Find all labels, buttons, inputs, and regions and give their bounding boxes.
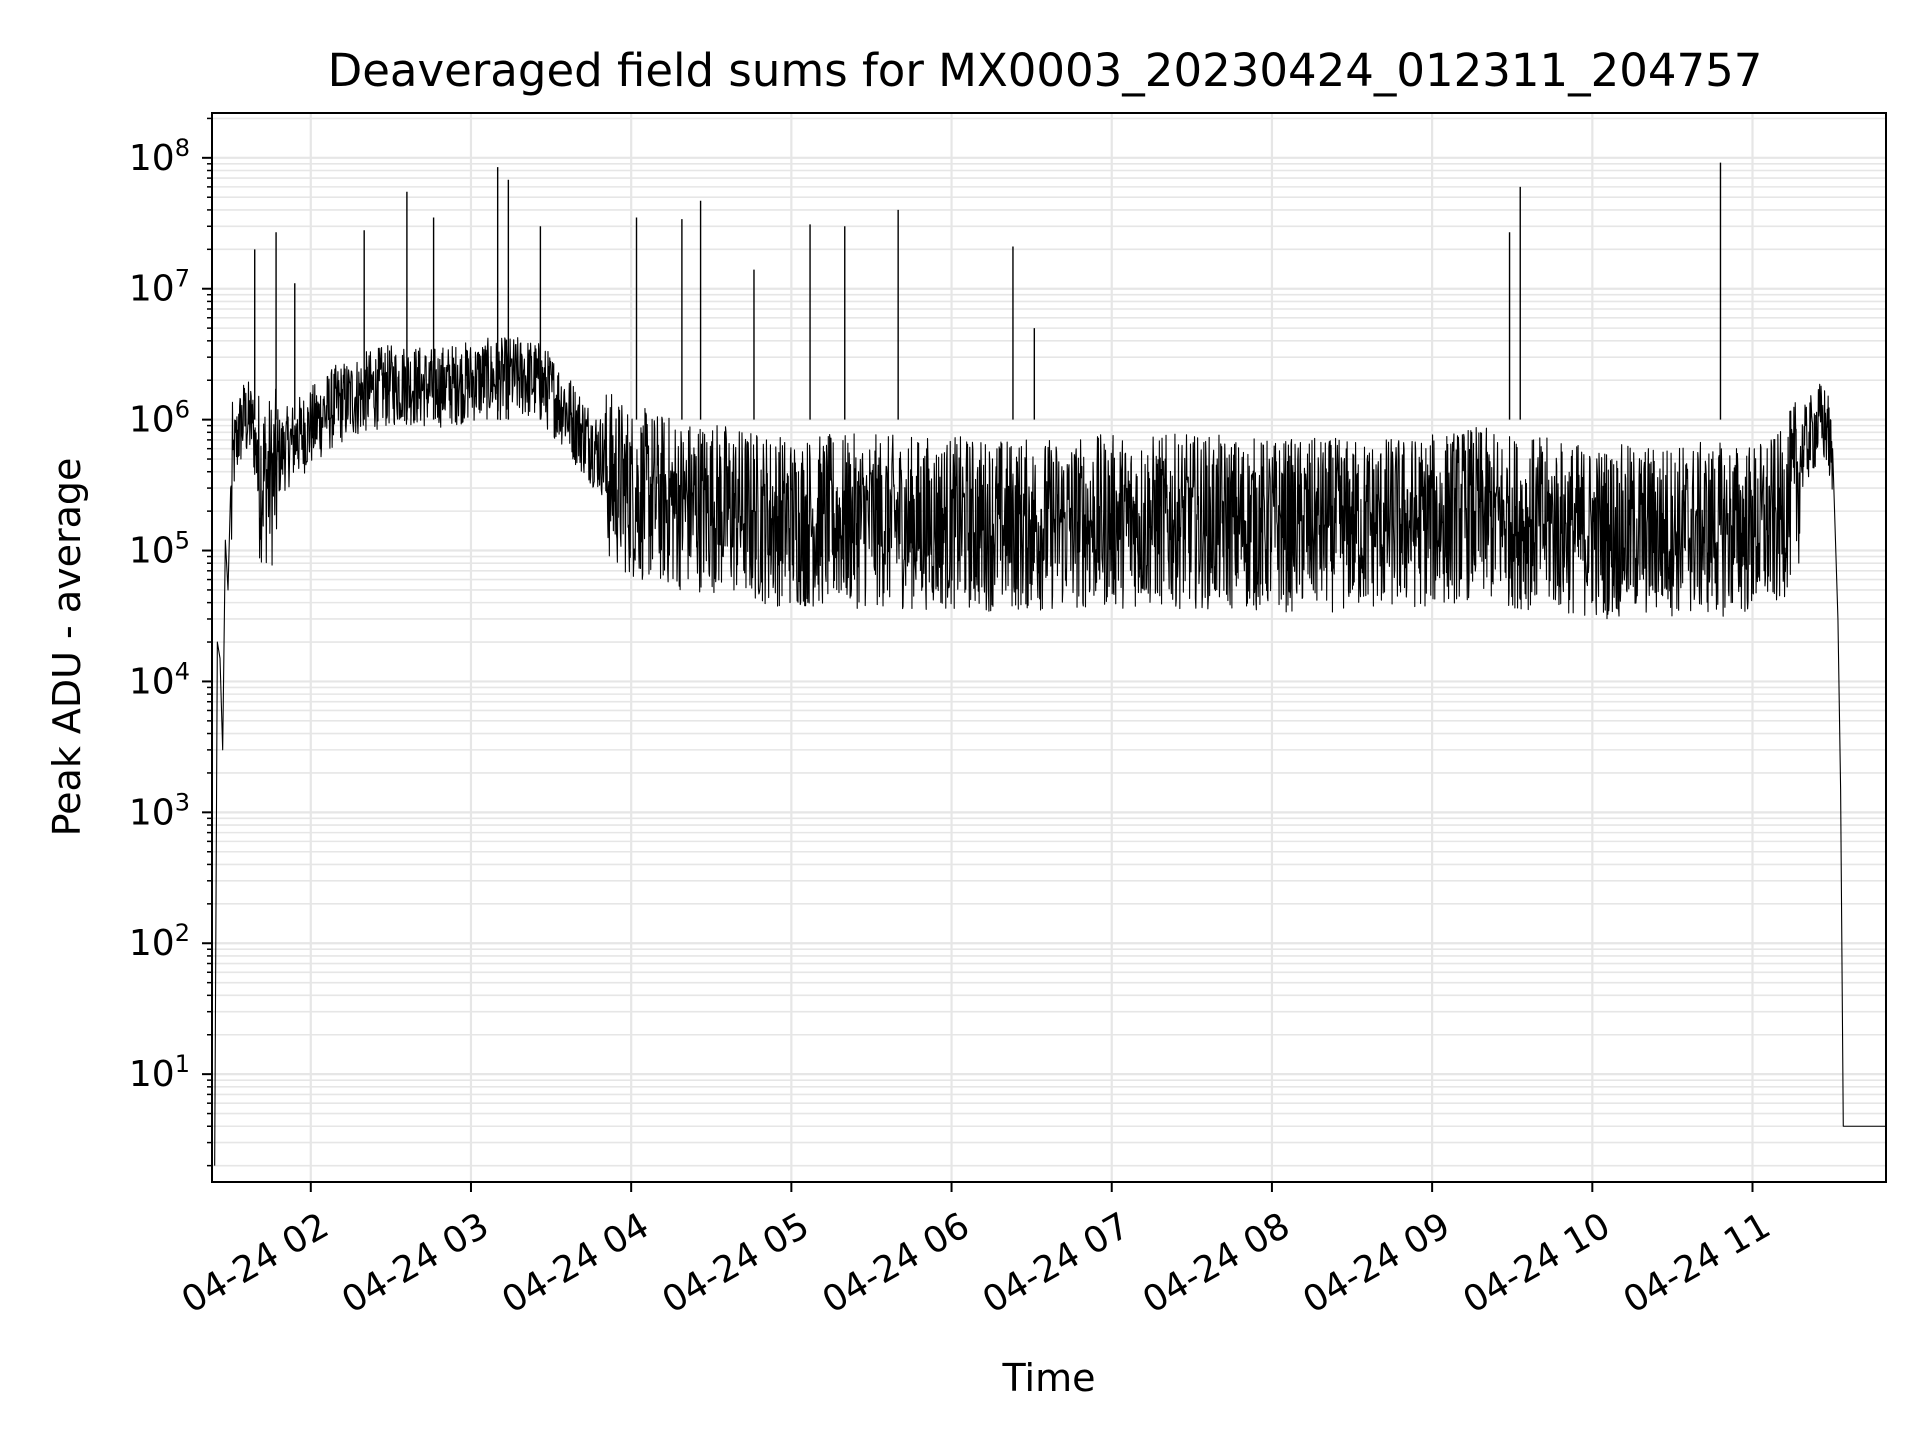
y-tick-label-exponent: 4 — [175, 657, 190, 685]
y-tick-label-exponent: 5 — [175, 527, 190, 555]
y-tick-label-base: 10 — [129, 923, 175, 964]
y-tick-label-base: 10 — [129, 269, 175, 310]
y-tick-label-exponent: 1 — [175, 1050, 190, 1078]
series-line — [214, 337, 1886, 1166]
y-tick-label-base: 10 — [129, 400, 175, 441]
y-axis-label: Peak ADU - average — [45, 458, 89, 837]
y-tick-label-exponent: 8 — [175, 134, 190, 162]
y-tick-label: 102 — [129, 919, 190, 964]
y-tick-label-base: 10 — [129, 661, 175, 702]
y-tick-label-base: 10 — [129, 792, 175, 833]
y-tick-label-base: 10 — [129, 531, 175, 572]
spikes — [254, 162, 1722, 420]
y-tick-label: 101 — [129, 1050, 190, 1095]
y-tick-label-base: 10 — [129, 1054, 175, 1095]
chart-title: Deaveraged field sums for MX0003_2023042… — [328, 44, 1763, 97]
y-tick-label: 106 — [129, 396, 190, 441]
plot-frame — [211, 112, 1887, 1183]
y-tick-label-base: 10 — [129, 138, 175, 179]
data-layer — [214, 162, 1886, 1166]
y-tick-label-exponent: 3 — [175, 788, 190, 816]
y-tick-label: 104 — [129, 657, 190, 702]
y-tick-label-exponent: 2 — [175, 919, 190, 947]
y-tick-label-exponent: 7 — [175, 265, 190, 293]
y-tick-label: 108 — [129, 134, 190, 179]
y-tick-label: 103 — [129, 788, 190, 833]
y-tick-label-exponent: 6 — [175, 396, 190, 424]
x-axis-label: Time — [1002, 1356, 1096, 1400]
y-tick-label: 105 — [129, 527, 190, 572]
y-tick-label: 107 — [129, 265, 190, 310]
